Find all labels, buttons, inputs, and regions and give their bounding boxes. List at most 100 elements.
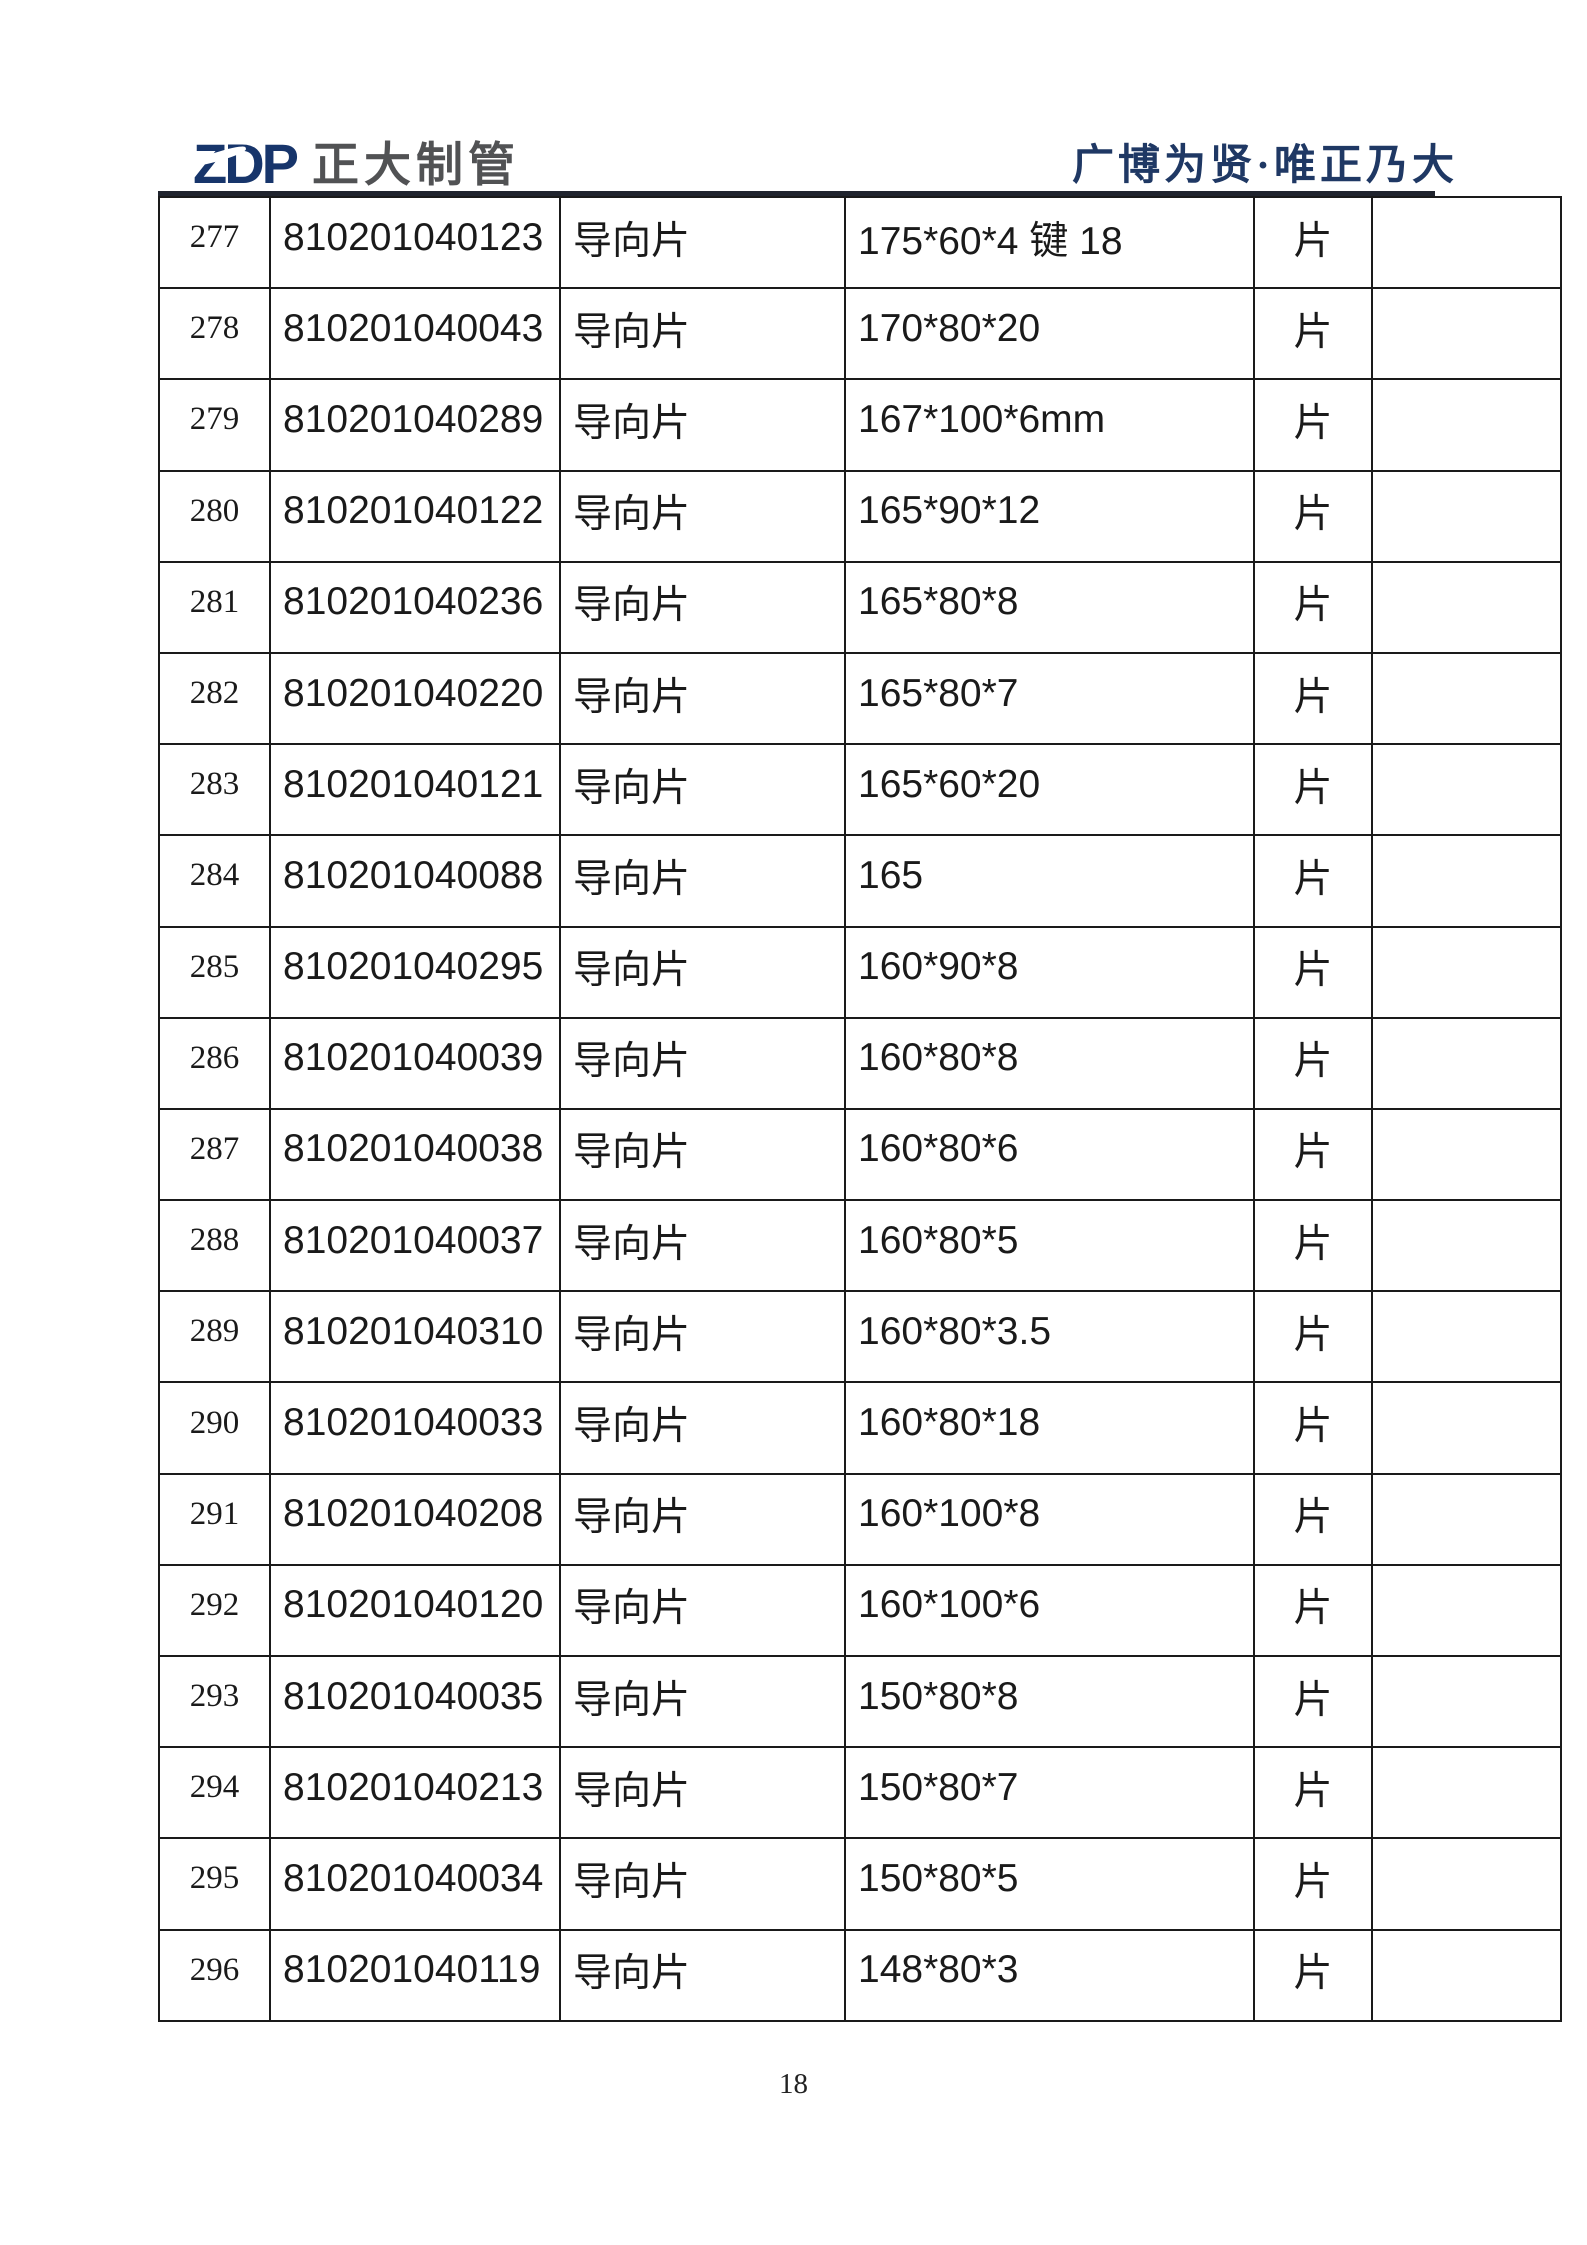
table-row: 281 810201040236 导向片 165*80*8 片 (158, 560, 1562, 654)
part-spec-cell: 160*80*3.5 (844, 1290, 1255, 1384)
part-name-cell: 导向片 (559, 1837, 846, 1931)
part-spec-cell: 175*60*4 键 18 (844, 195, 1255, 290)
table-row: 293 810201040035 导向片 150*80*8 片 (158, 1654, 1562, 1749)
table-row: 290 810201040033 导向片 160*80*18 片 (158, 1381, 1562, 1475)
note-cell (1371, 1381, 1562, 1475)
part-spec-cell: 165*90*12 (844, 469, 1255, 563)
table-row: 286 810201040039 导向片 160*80*8 片 (158, 1016, 1562, 1110)
note-cell (1371, 1107, 1562, 1202)
table-row: 279 810201040289 导向片 167*100*6mm 片 (158, 378, 1562, 472)
part-code-cell: 810201040043 (269, 287, 561, 381)
part-name-cell: 导向片 (559, 743, 846, 837)
part-code-cell: 810201040035 (269, 1654, 561, 1749)
part-spec-cell: 150*80*8 (844, 1654, 1255, 1749)
note-cell (1371, 1928, 1562, 2023)
part-name-cell: 导向片 (559, 195, 846, 290)
part-spec-cell: 160*80*18 (844, 1381, 1255, 1475)
table-row: 283 810201040121 导向片 165*60*20 片 (158, 743, 1562, 837)
part-code-cell: 810201040038 (269, 1107, 561, 1202)
unit-cell: 片 (1253, 378, 1373, 472)
part-code-cell: 810201040123 (269, 195, 561, 290)
company-slogan: 广博为贤·唯正乃大 (1072, 143, 1459, 189)
part-name-cell: 导向片 (559, 651, 846, 746)
part-code-cell: 810201040119 (269, 1928, 561, 2023)
part-name-cell: 导向片 (559, 469, 846, 563)
row-number-cell: 284 (158, 834, 271, 928)
unit-cell: 片 (1253, 1199, 1373, 1293)
note-cell (1371, 1199, 1562, 1293)
table-row: 285 810201040295 导向片 160*90*8 片 (158, 925, 1562, 1019)
part-name-cell: 导向片 (559, 1563, 846, 1658)
table-row: 282 810201040220 导向片 165*80*7 片 (158, 651, 1562, 746)
zdp-logo-icon: ZDP (188, 136, 299, 192)
note-cell (1371, 1472, 1562, 1566)
part-name-cell: 导向片 (559, 378, 846, 472)
part-spec-cell: 160*90*8 (844, 925, 1255, 1019)
row-number-cell: 295 (158, 1837, 271, 1931)
part-name-cell: 导向片 (559, 1199, 846, 1293)
parts-table: 277 810201040123 导向片 175*60*4 键 18 片 278 81020… (158, 195, 1562, 2023)
row-number-cell: 279 (158, 378, 271, 472)
part-spec-cell: 165*80*8 (844, 560, 1255, 654)
note-cell (1371, 743, 1562, 837)
part-spec-cell: 160*80*5 (844, 1199, 1255, 1293)
row-number-cell: 294 (158, 1746, 271, 1840)
part-name-cell: 导向片 (559, 1016, 846, 1110)
table-row: 287 810201040038 导向片 160*80*6 片 (158, 1107, 1562, 1202)
unit-cell: 片 (1253, 1563, 1373, 1658)
part-code-cell: 810201040310 (269, 1290, 561, 1384)
row-number-cell: 289 (158, 1290, 271, 1384)
part-spec-cell: 165*80*7 (844, 651, 1255, 746)
part-name-cell: 导向片 (559, 1472, 846, 1566)
row-number-cell: 282 (158, 651, 271, 746)
note-cell (1371, 834, 1562, 928)
unit-cell: 片 (1253, 651, 1373, 746)
part-code-cell: 810201040295 (269, 925, 561, 1019)
part-code-cell: 810201040208 (269, 1472, 561, 1566)
note-cell (1371, 469, 1562, 563)
part-code-cell: 810201040120 (269, 1563, 561, 1658)
company-name: 正大制管 (312, 138, 520, 191)
part-name-cell: 导向片 (559, 1290, 846, 1384)
table-row: 291 810201040208 导向片 160*100*8 片 (158, 1472, 1562, 1566)
row-number-cell: 286 (158, 1016, 271, 1110)
unit-cell: 片 (1253, 1472, 1373, 1566)
row-number-cell: 288 (158, 1199, 271, 1293)
note-cell (1371, 1016, 1562, 1110)
table-row: 288 810201040037 导向片 160*80*5 片 (158, 1199, 1562, 1293)
company-logo: ZDP 正大制管 (188, 130, 520, 192)
part-code-cell: 810201040034 (269, 1837, 561, 1931)
part-name-cell: 导向片 (559, 287, 846, 381)
row-number-cell: 291 (158, 1472, 271, 1566)
unit-cell: 片 (1253, 195, 1373, 290)
part-spec-cell: 150*80*7 (844, 1746, 1255, 1840)
row-number-cell: 292 (158, 1563, 271, 1658)
part-spec-cell: 148*80*3 (844, 1928, 1255, 2023)
unit-cell: 片 (1253, 1746, 1373, 1840)
part-spec-cell: 165 (844, 834, 1255, 928)
row-number-cell: 281 (158, 560, 271, 654)
part-name-cell: 导向片 (559, 1746, 846, 1840)
row-number-cell: 290 (158, 1381, 271, 1475)
row-number-cell: 283 (158, 743, 271, 837)
row-number-cell: 280 (158, 469, 271, 563)
header-divider (158, 191, 1435, 196)
note-cell (1371, 378, 1562, 472)
note-cell (1371, 1563, 1562, 1658)
unit-cell: 片 (1253, 469, 1373, 563)
row-number-cell: 285 (158, 925, 271, 1019)
part-code-cell: 810201040039 (269, 1016, 561, 1110)
note-cell (1371, 1746, 1562, 1840)
part-code-cell: 810201040213 (269, 1746, 561, 1840)
unit-cell: 片 (1253, 743, 1373, 837)
part-name-cell: 导向片 (559, 1107, 846, 1202)
part-spec-cell: 160*80*8 (844, 1016, 1255, 1110)
part-spec-cell: 165*60*20 (844, 743, 1255, 837)
parts-table-body: 277 810201040123 导向片 175*60*4 键 18 片 278 81020… (158, 195, 1562, 2023)
part-name-cell: 导向片 (559, 1928, 846, 2023)
unit-cell: 片 (1253, 1654, 1373, 1749)
table-row: 277 810201040123 导向片 175*60*4 键 18 片 (158, 195, 1562, 290)
table-row: 292 810201040120 导向片 160*100*6 片 (158, 1563, 1562, 1658)
part-spec-cell: 170*80*20 (844, 287, 1255, 381)
unit-cell: 片 (1253, 1928, 1373, 2023)
